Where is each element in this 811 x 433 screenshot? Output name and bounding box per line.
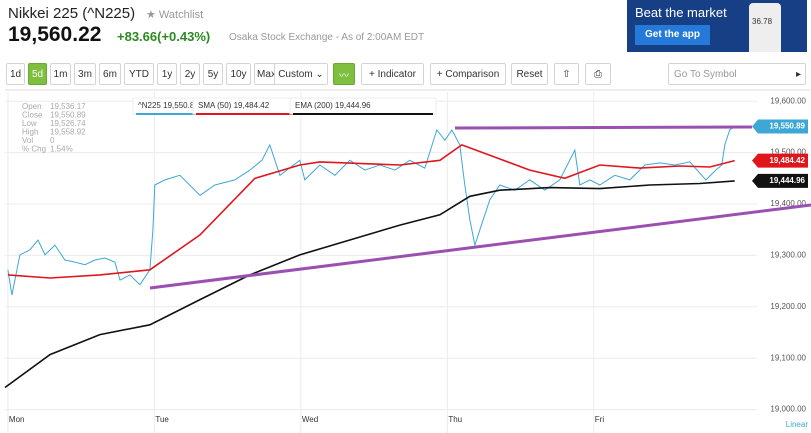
legend-name: ^N225 <box>138 101 161 110</box>
last-value-label: 19,550.89 <box>769 122 805 131</box>
scale-label: Linear <box>786 420 809 429</box>
last-value-label: 19,484.42 <box>769 156 805 165</box>
y-tick-label: 19,300.00 <box>770 251 806 260</box>
range-button[interactable]: 1m <box>50 63 71 85</box>
legend-name: EMA (200) <box>295 101 333 110</box>
legend: ^N225 19,550.89 SMA (50) 19,484.42 EMA (20… <box>132 97 437 115</box>
range-button[interactable]: 2y <box>180 63 200 85</box>
symbol-input[interactable]: Go To Symbol ▸ <box>668 63 806 85</box>
trend-line <box>454 125 753 130</box>
x-tick-label: Mon <box>9 415 25 424</box>
price: 19,560.22 <box>8 23 102 46</box>
legend-value: 19,484.42 <box>234 101 270 110</box>
change: +83.66(+0.43%) <box>117 29 211 44</box>
print-button[interactable]: ⎙ <box>585 63 611 85</box>
custom-label: Custom <box>278 68 313 80</box>
title: Nikkei 225 (^N225) <box>8 5 136 22</box>
indicator-button[interactable]: + Indicator <box>361 63 424 85</box>
legend-entry: EMA (200) 19,444.96 <box>295 101 371 110</box>
symbol-placeholder: Go To Symbol <box>674 68 737 80</box>
ad-banner[interactable]: Beat the market Get the app 36.78 <box>627 0 807 52</box>
legend-value: 19,444.96 <box>335 101 371 110</box>
ad-phone-quote: 36.78 <box>752 17 773 26</box>
ad-phone: 36.78 <box>749 3 781 52</box>
range-button[interactable]: 10y <box>226 63 251 85</box>
last-value-label: 19,444.96 <box>769 176 805 185</box>
y-tick-label: 19,100.00 <box>770 353 806 362</box>
series-line <box>7 144 735 279</box>
info-label: Low <box>22 119 37 128</box>
share-button[interactable]: ⇧ <box>554 63 579 85</box>
range-button[interactable]: 1y <box>157 63 177 85</box>
comparison-label: Comparison <box>445 68 500 80</box>
series-line <box>7 126 735 296</box>
x-tick-label: Wed <box>302 415 318 424</box>
info-panel: Open 19,536.17 Close 19,550.89 Low 19,526.74 H… <box>22 102 86 154</box>
indicator-label: Indicator <box>377 68 416 80</box>
x-tick-label: Tue <box>155 415 169 424</box>
info-label: % Chg <box>22 145 46 154</box>
info-label: Vol <box>22 136 33 145</box>
custom-button[interactable]: Custom ⌄ <box>274 63 328 85</box>
lines: 19,550.89 19,484.42 19,444.96 <box>4 119 808 389</box>
range-button[interactable]: 3m <box>74 63 96 85</box>
range-button[interactable]: 6m <box>99 63 121 85</box>
range-button[interactable]: 5d <box>28 63 47 85</box>
source: Osaka Stock Exchange - As of 2:00AM EDT <box>229 32 425 43</box>
ad-headline: Beat the market <box>635 5 727 20</box>
legend-entry: SMA (50) 19,484.42 <box>198 101 270 110</box>
info-label: Open <box>22 102 42 111</box>
info-value: 0 <box>50 136 55 145</box>
last-value-badge <box>752 119 808 134</box>
x-tick-label: Fri <box>595 415 605 424</box>
legend-entry: ^N225 19,550.89 <box>138 101 199 110</box>
range-button[interactable]: YTD <box>124 63 154 85</box>
chart-type-button[interactable]: 〰 <box>333 63 355 85</box>
legend-name: SMA (50) <box>198 101 232 110</box>
range-button[interactable]: 1d <box>6 63 25 85</box>
grid: 19,000.00 19,100.00 19,200.00 19,300.00 19,4… <box>5 92 807 433</box>
info-value: 19,536.17 <box>50 102 86 111</box>
go-arrow: ▸ <box>795 68 801 80</box>
info-value: 19,558.92 <box>50 128 86 137</box>
ad-button[interactable]: Get the app <box>635 25 710 45</box>
info-value: 19,526.74 <box>50 119 86 128</box>
y-tick-label: 19,600.00 <box>770 96 806 105</box>
y-tick-label: 19,500.00 <box>770 148 806 157</box>
legend-value: 19,550.89 <box>163 101 199 110</box>
series-line <box>4 180 735 389</box>
y-tick-label: 19,400.00 <box>770 199 806 208</box>
comparison-button[interactable]: + Comparison <box>430 63 506 85</box>
last-value-badge <box>752 173 808 188</box>
reset-button[interactable]: Reset <box>511 63 548 85</box>
star: ★ <box>146 9 159 21</box>
info-label: High <box>22 128 38 137</box>
range-button[interactable]: 5y <box>203 63 223 85</box>
watchlist[interactable]: ★ Watchlist <box>146 8 203 21</box>
y-tick-label: 19,000.00 <box>770 405 806 414</box>
watchlist-label: Watchlist <box>158 9 204 21</box>
info-value: 1.54% <box>50 145 73 154</box>
y-tick-label: 19,200.00 <box>770 302 806 311</box>
info-value: 19,550.89 <box>50 111 86 120</box>
info-label: Close <box>22 111 43 120</box>
trend-line <box>149 203 811 290</box>
last-value-badge <box>752 153 808 168</box>
x-tick-label: Thu <box>448 415 462 424</box>
